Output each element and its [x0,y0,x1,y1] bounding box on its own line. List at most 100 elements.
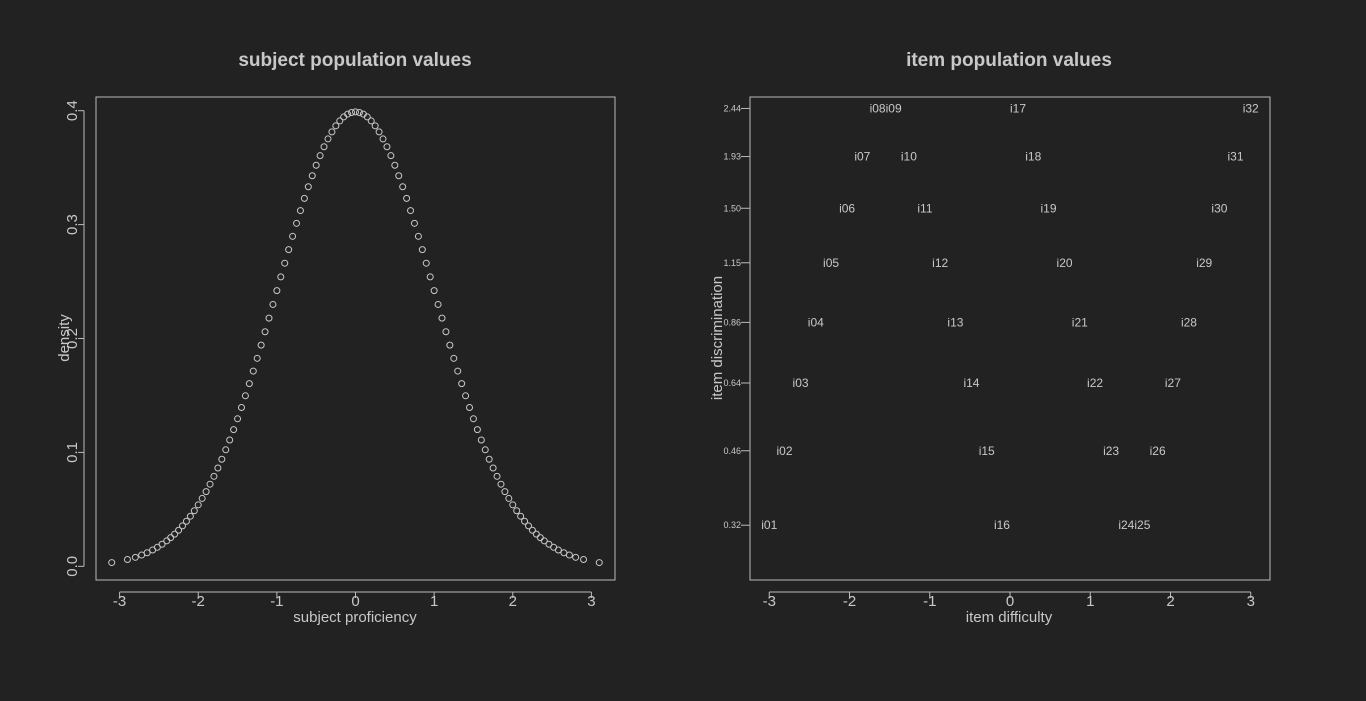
density-point [245,380,253,388]
density-point [175,526,183,534]
subject-y-tick-label: 0.4 [64,100,81,121]
density-point [403,194,411,202]
density-point [190,507,198,515]
item-label: i09 [886,101,902,115]
item-y-axis: 0.32 0.46 0.64 0.86 1.15 1.50 1.93 2.44 [723,103,750,530]
item-y-tick-label: 0.46 [723,446,741,456]
density-point [281,259,289,267]
density-point [167,534,175,542]
item-label: i14 [963,376,979,390]
item-label: i26 [1150,444,1166,458]
density-point [446,341,454,349]
density-point [163,537,171,545]
density-point [230,426,238,434]
subject-x-tick-label: -1 [270,593,283,610]
density-point [414,232,422,240]
item-label: i22 [1087,376,1103,390]
density-point [418,246,426,254]
subject-x-axis: -3 -2 -1 0 1 2 3 [113,591,596,610]
item-label: i25 [1134,518,1150,532]
density-point [143,549,151,557]
density-point [434,300,442,308]
density-point [186,512,194,520]
density-point [226,436,234,444]
item-population-panel: item population values -3 -2 -1 0 1 2 3 0.320.… [709,50,1271,626]
density-point [371,122,379,130]
subject-y-tick-label: 0.2 [64,328,81,349]
density-point [355,108,363,116]
item-label: i11 [917,201,932,215]
density-point [320,143,328,151]
density-point [348,108,356,116]
density-point [528,526,536,534]
item-label: i29 [1196,256,1212,270]
item-label: i10 [901,150,917,164]
item-label: i21 [1072,315,1088,329]
item-x-tick-label: -1 [923,593,936,610]
density-point [352,108,359,116]
subject-density-points [108,108,603,567]
density-point [554,546,562,554]
subject-x-tick-label: 1 [430,593,438,610]
density-point [383,143,391,151]
density-point [265,314,273,322]
density-point [158,540,166,548]
density-point [572,553,580,561]
density-point [344,110,352,118]
density-point [410,219,418,227]
item-label: i07 [854,150,870,164]
item-y-tick-label: 1.93 [723,152,741,162]
density-point [241,392,249,400]
item-label: i18 [1025,150,1041,164]
density-point [253,354,261,362]
item-y-tick-label: 1.50 [723,203,741,213]
item-x-tick-label: -2 [843,593,856,610]
item-x-tick-label: 2 [1166,593,1174,610]
density-point [194,501,202,509]
density-point [324,135,332,143]
item-x-tick-label: 1 [1086,593,1094,610]
density-point [399,183,407,191]
density-point [521,517,529,525]
item-label: i03 [793,376,809,390]
density-point [481,446,489,454]
item-label: i16 [994,518,1010,532]
density-point [450,354,458,362]
item-y-tick-label: 2.44 [723,103,741,113]
item-labels: i01 i02 i03 i04 i05 i06 i07 i08 i09 i10 i11 i12 i13 i… [761,101,1259,532]
density-point [277,273,285,281]
density-point [595,559,603,567]
density-point [509,501,517,509]
item-x-axis-label: item difficulty [966,609,1053,626]
density-point [454,367,462,375]
density-point [123,555,131,563]
subject-y-tick-label: 0.0 [64,556,81,577]
density-point [289,232,297,240]
density-point [505,494,513,502]
density-point [501,488,509,496]
item-label: i27 [1165,376,1181,390]
density-point [395,172,403,180]
subject-y-axis: 0.0 0.1 0.2 0.3 0.4 [64,100,85,577]
item-y-tick-label: 1.15 [723,258,741,268]
item-label: i05 [823,256,839,270]
density-point [367,117,375,125]
density-point [485,455,493,463]
density-point [458,380,466,388]
subject-y-axis-label: density [56,314,73,362]
density-point [108,559,116,567]
density-point [477,436,485,444]
subject-plot-frame [95,96,616,581]
subject-x-tick-label: 3 [587,593,595,610]
subject-x-axis-label: subject proficiency [293,609,417,626]
density-point [316,152,324,160]
subject-population-panel: subject population values -3 -2 -1 0 1 2 3 0.0… [56,50,616,626]
item-label: i32 [1243,101,1259,115]
density-point [304,183,312,191]
density-point [525,522,532,530]
density-point [214,464,222,472]
density-point [273,287,281,295]
density-point [285,246,293,254]
item-plot-frame [749,96,1271,581]
density-point [198,494,206,502]
